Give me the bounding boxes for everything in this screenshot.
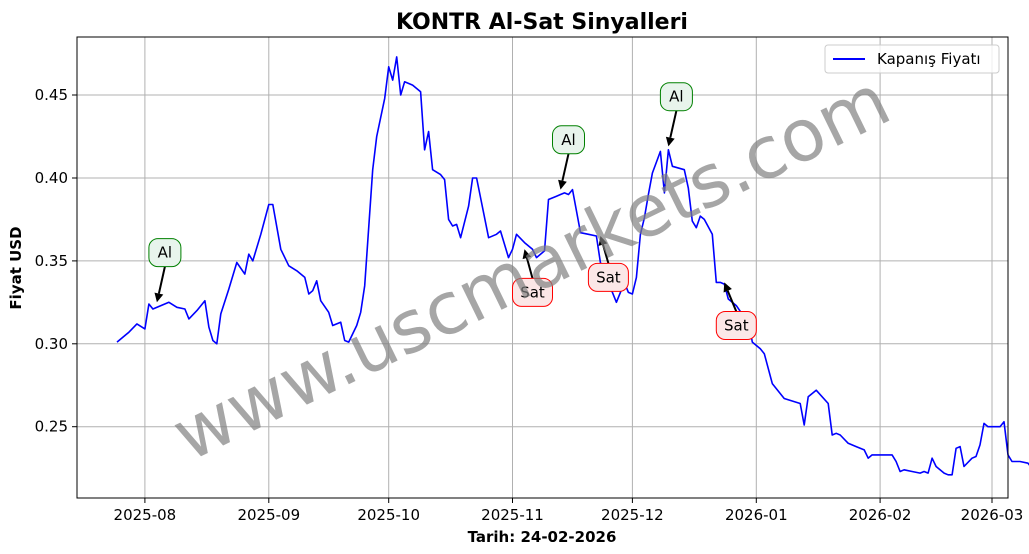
signal-label-box [552,125,585,155]
x-tick-label: 2026-02 [849,506,912,524]
annotations-layer: Al Sat Al Sat Al Sat [148,82,757,340]
x-axis: 2025-08 2025-09 2025-10 2025-11 2025-12 2026-… [114,498,1024,524]
legend-label: Kapanış Fiyatı [877,50,981,68]
signal-arrowhead [723,282,732,293]
chart-title: KONTR Al-Sat Sinyalleri [396,10,688,35]
signal-label: Sat [596,268,621,286]
plot-frame [76,36,1009,499]
signal-label-box [715,311,757,340]
signal-label: Al [669,88,683,106]
y-tick-label: 0.40 [35,169,68,187]
signal-arrow [525,257,534,279]
x-tick-label: 2025-11 [481,506,544,524]
signal-label-box [659,82,693,112]
buy-signal: Al [552,125,585,190]
buy-signal: Al [148,238,182,303]
series-line [116,56,1029,476]
signal-arrow [602,244,610,264]
signal-arrow [726,290,738,312]
signal-arrowhead [558,179,567,190]
signal-label-box [512,277,553,307]
x-tick-label: 2026-03 [961,506,1024,524]
signal-label-box [587,262,629,292]
signal-label-box [148,238,182,268]
signal-label: Sat [520,283,545,301]
x-tick-label: 2026-01 [725,506,788,524]
signal-arrowhead [522,249,532,260]
signal-label: Al [561,131,575,149]
x-tick-label: 2025-08 [114,506,177,524]
signal-arrowhead [598,236,608,246]
legend-box [824,44,1000,74]
signal-label: Sat [724,317,749,335]
y-axis-label: Fiyat USD [7,226,25,309]
x-tick-label: 2025-09 [237,506,300,524]
y-tick-label: 0.25 [35,418,68,436]
y-tick-label: 0.35 [35,252,68,270]
buy-signal: Al [659,82,693,147]
series-layer [116,56,1029,476]
grid [77,37,1008,498]
x-tick-label: 2025-12 [601,506,664,524]
signal-arrow [561,153,570,182]
signal-arrow [157,266,166,294]
signal-arrowhead [154,292,164,303]
y-axis: 0.25 0.30 0.35 0.40 0.45 [35,86,77,436]
sell-signal: Sat [715,282,757,340]
y-tick-label: 0.45 [35,86,68,104]
signal-arrow [669,110,678,138]
sell-signal: Sat [512,249,553,307]
legend: Kapanış Fiyatı [824,44,1000,74]
x-axis-label: Tarih: 24-02-2026 [468,528,617,546]
y-tick-label: 0.30 [35,335,68,353]
sell-signal: Sat [587,236,629,292]
x-tick-label: 2025-10 [357,506,420,524]
signal-label: Al [158,244,172,262]
signal-arrowhead [665,136,675,147]
